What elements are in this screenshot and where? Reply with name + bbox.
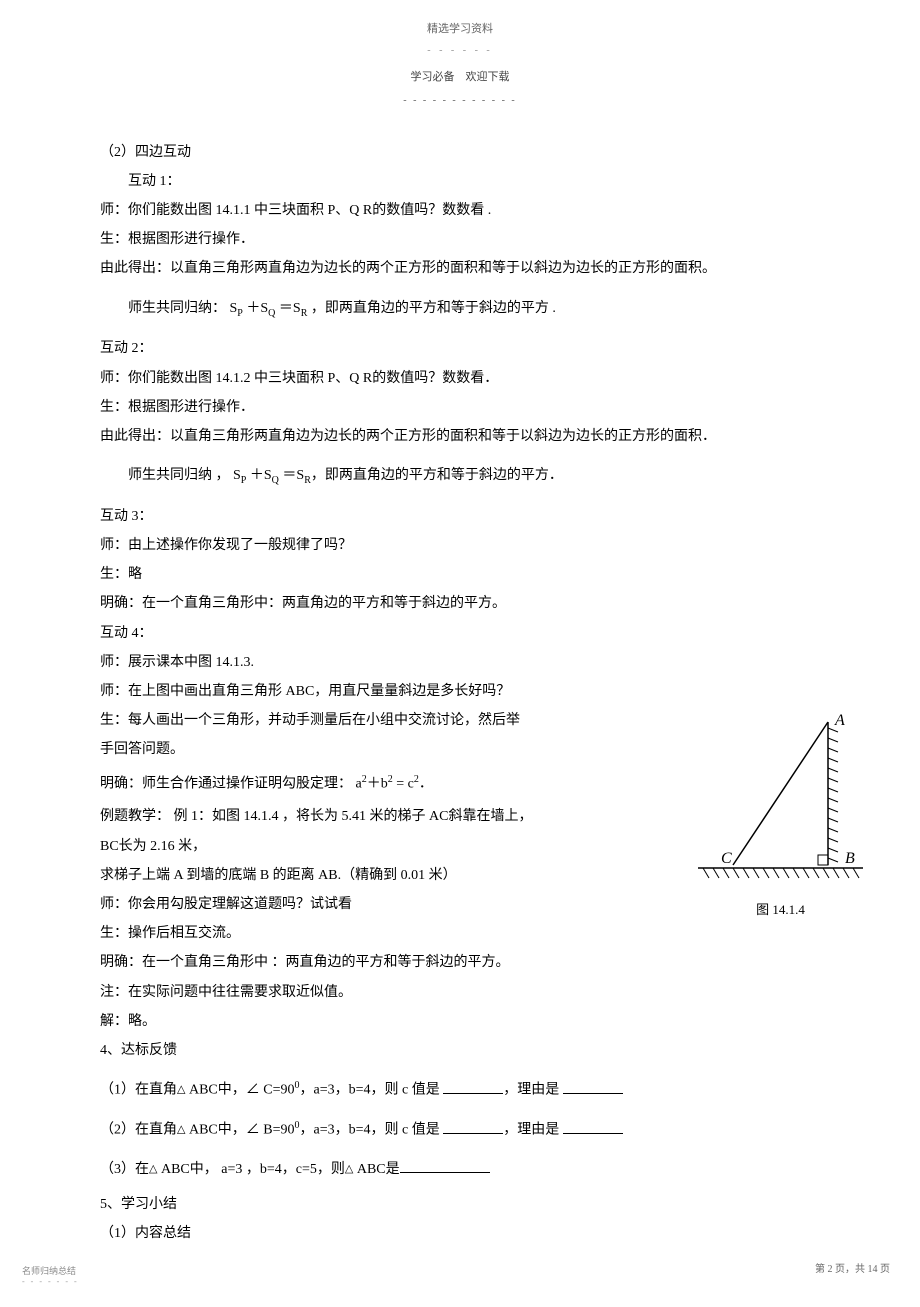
q2-mid: ABC中，∠ B=90	[185, 1123, 294, 1138]
sec3-line3: 明确：在一个直角三角形中：两直角边的平方和等于斜边的平方。	[100, 591, 820, 616]
q2-pre: （2）在直角	[100, 1123, 177, 1138]
blank-q3	[400, 1159, 490, 1173]
summary-line1: （1）内容总结	[100, 1221, 820, 1246]
ex-line7: 注：在实际问题中往往需要求取近似值。	[100, 980, 820, 1005]
footer-dots: - - - - - - -	[22, 1275, 79, 1289]
f2-m2: ＝S	[279, 468, 304, 483]
summary-title: 5、学习小结	[100, 1192, 820, 1217]
q1-post: ，a=3，b=4，则 c 值是	[300, 1083, 444, 1098]
sec1-formula: 师生共同归纳： SP ＋SQ ＝SR ，即两直角边的平方和等于斜边的平方 .	[100, 296, 820, 323]
feedback-q3: （3）在△ ABC中， a=3 ，b=4，c=5，则△ ABC是	[100, 1157, 820, 1182]
sec4-line1: 师：展示课本中图 14.1.3.	[100, 650, 820, 675]
sec4-line2: 师：在上图中画出直角三角形 ABC，用直尺量量斜边是多长好吗？	[100, 679, 820, 704]
interaction1-label: 互动 1：	[100, 169, 820, 194]
sec3-line2: 生：略	[100, 562, 820, 587]
f4-eq: = c	[393, 776, 414, 791]
figure-14-1-4: A B C 图 14.1.4	[693, 710, 868, 922]
feedback-q1: （1）在直角△ ABC中，∠ C=900，a=3，b=4，则 c 值是 ，理由是	[100, 1077, 820, 1103]
q3-pre: （3）在	[100, 1162, 149, 1177]
f1-post: ，即两直角边的平方和等于斜边的平方 .	[307, 301, 556, 316]
feedback-q2: （2）在直角△ ABC中，∠ B=900，a=3，b=4，则 c 值是 ，理由是	[100, 1117, 820, 1143]
figure-caption: 图 14.1.4	[693, 898, 868, 921]
f4-pre: 明确：师生合作通过操作证明勾股定理： a	[100, 776, 362, 791]
header-top: 精选学习资料	[100, 20, 820, 40]
sec1-line2: 生：根据图形进行操作．	[100, 227, 820, 252]
sec2-line2: 生：根据图形进行操作．	[100, 395, 820, 420]
blank-q2b	[563, 1120, 623, 1134]
sec3-line1: 师：由上述操作你发现了一般规律了吗？	[100, 533, 820, 558]
f4-mid: ＋b	[367, 776, 388, 791]
blank-q2a	[443, 1120, 503, 1134]
q1-mid: ABC中，∠ C=90	[185, 1083, 294, 1098]
ex-line6: 明确：在一个直角三角形中 ：两直角边的平方和等于斜边的平方。	[100, 950, 820, 975]
interaction4-label: 互动 4：	[100, 621, 820, 646]
interaction3-label: 互动 3：	[100, 504, 820, 529]
sec1-line1: 师：你们能数出图 14.1.1 中三块面积 P、Q R的数值吗？数数看 .	[100, 198, 820, 223]
ex-line5: 生：操作后相互交流。	[100, 921, 820, 946]
q2-reason: ，理由是	[503, 1123, 563, 1138]
f2-m1: ＋S	[246, 468, 271, 483]
vertex-b: B	[845, 850, 855, 867]
f1-m2: ＝S	[275, 301, 300, 316]
vertex-a: A	[834, 712, 845, 729]
f1-pre: 师生共同归纳： S	[128, 301, 237, 316]
q1-pre: （1）在直角	[100, 1083, 177, 1098]
q1-reason: ，理由是	[503, 1083, 563, 1098]
header-sub-right: 欢迎下载	[466, 71, 510, 83]
f4-post: ．	[419, 776, 433, 791]
q3-post: ABC是	[353, 1162, 399, 1177]
vertex-c: C	[721, 850, 732, 867]
footer-right: 第 2 页，共 14 页	[815, 1261, 890, 1279]
header-dots: - - - - - -	[100, 42, 820, 60]
sec1-title: （2）四边互动	[100, 140, 820, 165]
sub-r2: R	[304, 475, 311, 486]
main-content: （2）四边互动 互动 1： 师：你们能数出图 14.1.1 中三块面积 P、Q …	[100, 140, 820, 1247]
f2-pre: 师生共同归纳 ， S	[128, 468, 241, 483]
ex-line8: 解：略。	[100, 1009, 820, 1034]
header-dash: - - - - - - - - - - - -	[100, 92, 820, 110]
sec2-line1: 师：你们能数出图 14.1.2 中三块面积 P、Q R的数值吗？数数看．	[100, 366, 820, 391]
header-sub-left: 学习必备	[411, 71, 455, 83]
interaction2-label: 互动 2：	[100, 336, 820, 361]
q3-mid: ABC中， a=3 ，b=4，c=5，则	[157, 1162, 344, 1177]
q2-post: ，a=3，b=4，则 c 值是	[300, 1123, 444, 1138]
f1-m1: ＋S	[243, 301, 268, 316]
header-sub: 学习必备 欢迎下载	[100, 68, 820, 88]
sub-q2: Q	[272, 475, 279, 486]
blank-q1a	[443, 1080, 503, 1094]
feedback-title: 4、达标反馈	[100, 1038, 820, 1063]
sec1-line3: 由此得出：以直角三角形两直角边为边长的两个正方形的面积和等于以斜边为边长的正方形…	[100, 256, 820, 281]
sec2-line3: 由此得出：以直角三角形两直角边为边长的两个正方形的面积和等于以斜边为边长的正方形…	[100, 424, 820, 449]
triangle-diagram: A B C	[693, 710, 868, 885]
sec2-formula: 师生共同归纳 ， SP ＋SQ ＝SR，即两直角边的平方和等于斜边的平方．	[100, 463, 820, 490]
blank-q1b	[563, 1080, 623, 1094]
f2-post: ，即两直角边的平方和等于斜边的平方．	[311, 468, 563, 483]
